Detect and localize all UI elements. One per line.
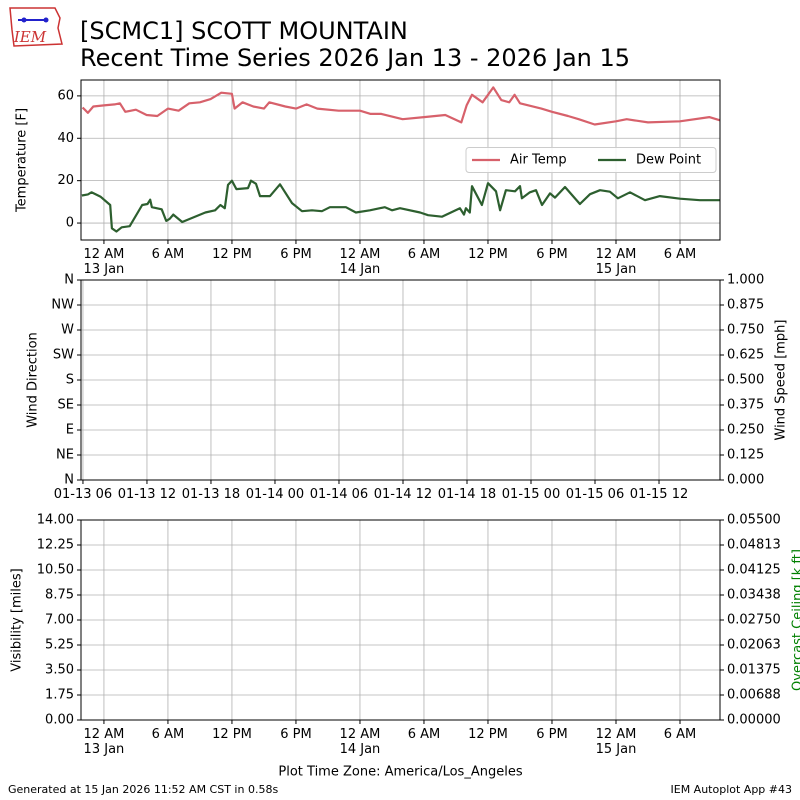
x-tick-label: 6 PM xyxy=(536,247,568,262)
x-tick-label: 12 AM 15 Jan xyxy=(595,247,637,277)
y2-tick-label: 0.375 xyxy=(727,398,764,413)
y2-tick-label: 0.00688 xyxy=(727,688,781,703)
x-tick-label: 6 PM xyxy=(280,727,312,742)
x-tick-label: 12 PM xyxy=(212,727,252,742)
y-tick-label: 20 xyxy=(57,173,74,188)
x-axis-label: Plot Time Zone: America/Los_Angeles xyxy=(278,765,522,780)
y-tick-label: SW xyxy=(53,348,74,363)
y2-tick-label: 0.500 xyxy=(727,373,764,388)
series-line xyxy=(81,179,720,233)
y-tick-label: 10.50 xyxy=(37,563,74,578)
y-axis-label: Temperature [F] xyxy=(15,108,30,213)
x-tick-label: 01-13 12 xyxy=(117,487,177,502)
x-tick-label: 6 PM xyxy=(280,247,312,262)
y2-tick-label: 0.04813 xyxy=(727,538,781,553)
y-tick-label: 3.50 xyxy=(45,663,74,678)
x-tick-label: 6 AM xyxy=(663,247,697,262)
y-tick-label: NW xyxy=(51,298,74,313)
title: Recent Time Series 2026 Jan 13 - 2026 Ja… xyxy=(80,44,630,72)
x-tick-label: 12 PM xyxy=(468,247,508,262)
y-tick-label: 5.25 xyxy=(45,638,74,653)
x-tick-label: 01-15 12 xyxy=(629,487,689,502)
y2-tick-label: 0.250 xyxy=(727,423,764,438)
y-tick-label: 14.00 xyxy=(37,513,74,528)
y2-tick-label: 0.00000 xyxy=(727,713,781,728)
y-tick-label: 0.00 xyxy=(45,713,74,728)
axes-frame xyxy=(80,279,721,481)
x-tick-label: 12 AM 14 Jan xyxy=(339,727,381,757)
x-tick-label: 01-15 00 xyxy=(501,487,561,502)
x-tick-label: 01-14 18 xyxy=(437,487,497,502)
y-axis-label: Wind Direction xyxy=(26,332,41,428)
y2-tick-label: 0.875 xyxy=(727,298,764,313)
x-tick-label: 6 AM xyxy=(151,247,185,262)
y2-tick-label: 0.03438 xyxy=(727,588,781,603)
legend: Air Temp Dew Point xyxy=(465,147,717,173)
x-tick-label: 6 AM xyxy=(407,247,441,262)
y-tick-label: 8.75 xyxy=(45,588,74,603)
logo-text: IEM xyxy=(13,28,47,46)
x-tick-label: 6 AM xyxy=(151,727,185,742)
series-line xyxy=(81,86,721,126)
y2-axis-label: Overcast Ceiling [k ft] xyxy=(791,549,800,691)
title: [SCMC1] SCOTT MOUNTAIN xyxy=(80,17,408,45)
y2-tick-label: 0.125 xyxy=(727,448,764,463)
x-tick-label: 6 AM xyxy=(407,727,441,742)
legend-label: Air Temp xyxy=(510,153,567,168)
y2-tick-label: 0.01375 xyxy=(727,663,781,678)
y2-tick-label: 1.000 xyxy=(727,273,764,288)
y-tick-label: 1.75 xyxy=(45,688,74,703)
y-tick-label: 12.25 xyxy=(37,538,74,553)
x-tick-label: 01-14 12 xyxy=(373,487,433,502)
x-tick-label: 6 PM xyxy=(536,727,568,742)
y2-tick-label: 0.000 xyxy=(727,473,764,488)
legend-box xyxy=(465,147,717,173)
y-tick-label: N xyxy=(64,473,74,488)
y-tick-label: E xyxy=(66,423,74,438)
x-tick-label: 12 PM xyxy=(468,727,508,742)
y2-tick-label: 0.02063 xyxy=(727,638,781,653)
y-tick-label: SE xyxy=(58,398,74,413)
y-axis-label: Visibility [miles] xyxy=(10,568,25,671)
axes-frame xyxy=(80,79,721,241)
y2-tick-label: 0.02750 xyxy=(727,613,781,628)
x-tick-label: 01-14 00 xyxy=(245,487,305,502)
y-tick-label: N xyxy=(64,273,74,288)
y-tick-label: W xyxy=(61,323,74,338)
panel: N NE E SE S SW W NW N 0.000 0.125 0.250 0.375 0.500 0.… xyxy=(51,273,764,488)
x-tick-label: 01-13 18 xyxy=(181,487,241,502)
y-tick-label: S xyxy=(66,373,74,388)
x-tick-label: 01-15 06 xyxy=(565,487,625,502)
y2-tick-label: 0.05500 xyxy=(727,513,781,528)
x-tick-label: 01-14 06 xyxy=(309,487,369,502)
y-tick-label: 7.00 xyxy=(45,613,74,628)
footer-right: IEM Autoplot App #43 xyxy=(671,783,793,796)
x-tick-label: 12 PM xyxy=(212,247,252,262)
logo: IEM xyxy=(9,7,63,47)
x-tick-label: 12 AM 13 Jan xyxy=(83,727,125,757)
x-tick-label: 12 AM 15 Jan xyxy=(595,727,637,757)
y-tick-label: 0 xyxy=(66,216,74,231)
y2-tick-label: 0.04125 xyxy=(727,563,781,578)
y-tick-label: NE xyxy=(56,448,74,463)
legend-label: Dew Point xyxy=(636,153,701,168)
footer-left: Generated at 15 Jan 2026 11:52 AM CST in… xyxy=(8,783,278,796)
y-tick-label: 60 xyxy=(57,88,74,103)
y2-tick-label: 0.750 xyxy=(727,323,764,338)
x-tick-label: 12 AM 13 Jan xyxy=(83,247,125,277)
axes-frame xyxy=(80,519,721,721)
y2-axis-label: Wind Speed [mph] xyxy=(774,320,789,441)
y-tick-label: 40 xyxy=(57,131,74,146)
y2-tick-label: 0.625 xyxy=(727,348,764,363)
x-tick-label: 6 AM xyxy=(663,727,697,742)
panel: 0.00 1.75 3.50 5.25 7.00 8.75 10.50 12.25 14.00 0… xyxy=(37,513,781,728)
x-tick-label: 12 AM 14 Jan xyxy=(339,247,381,277)
x-tick-label: 01-13 06 xyxy=(53,487,113,502)
